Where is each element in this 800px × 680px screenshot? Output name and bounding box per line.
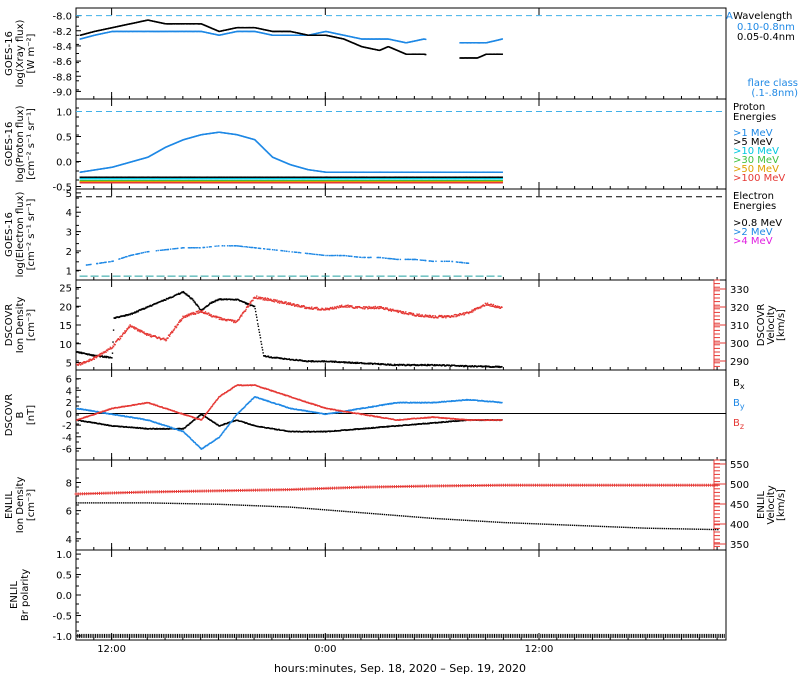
y-tick-label: 1.0 (56, 108, 72, 119)
series-proton-3 (79, 179, 504, 182)
series-proton-1 (79, 176, 504, 178)
data-point (501, 178, 504, 180)
y-tick-label: -0.5 (52, 183, 72, 194)
data-point (501, 176, 504, 178)
y-axis-label-line: GOES-16 (4, 122, 15, 167)
y-tick-label: -8.4 (52, 42, 72, 53)
series-proton-0 (79, 131, 504, 173)
data-point (425, 53, 427, 56)
data-point (501, 171, 504, 173)
y-axis-label-line: [cm⁻² s⁻¹ sr⁻¹] (26, 108, 37, 180)
data-point (425, 38, 427, 41)
y-axis-label-line: GOES-16 (4, 31, 15, 76)
y-tick-label: -8.6 (52, 57, 72, 68)
series-xray-1 (79, 19, 504, 59)
series-xray-0 (79, 30, 504, 44)
y-tick-label: -9.0 (52, 87, 72, 98)
y-tick-label: -8.2 (52, 27, 72, 38)
y-tick-label: -8.0 (52, 12, 72, 23)
data-point (501, 53, 504, 55)
y-axis-label-line: log(Xray flux) (15, 20, 26, 88)
panel-proton: 1.0 0.5 0.0 -0.5 GOES-16log(Proton flux)[cm⁻… (4, 98, 727, 194)
y-tick-label: -8.8 (52, 72, 72, 83)
data-point (501, 38, 504, 40)
y-axis-label-line: [W m⁻²] (26, 33, 37, 73)
y-axis-label: GOES-16log(Xray flux)[W m⁻²] (4, 20, 37, 88)
panel-frame (75, 7, 727, 100)
y-axis-label-line: log(Proton flux) (15, 105, 26, 182)
y-tick-label: 0.5 (56, 133, 72, 144)
y-axis-label: GOES-16log(Proton flux)[cm⁻² s⁻¹ sr⁻¹] (4, 105, 37, 182)
y-tick-label: 0.0 (56, 158, 72, 169)
panel-xray: -8.0 -8.2 -8.4 -8.6 -8.8 -9.0 GOES-16log(Xray … (4, 7, 727, 100)
series-proton-2 (79, 177, 504, 180)
